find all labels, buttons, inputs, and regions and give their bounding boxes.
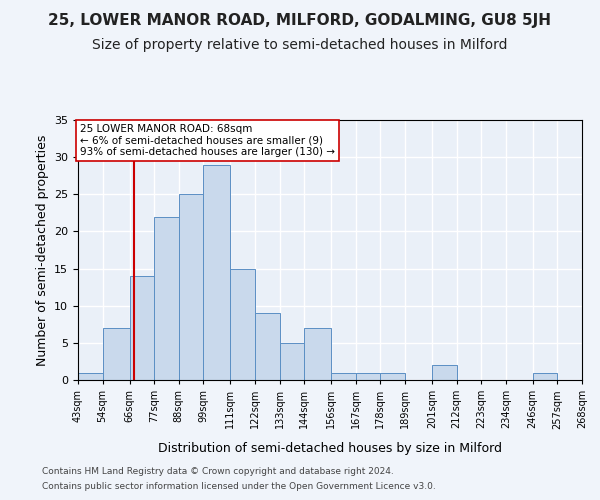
- X-axis label: Distribution of semi-detached houses by size in Milford: Distribution of semi-detached houses by …: [158, 442, 502, 456]
- Text: 25 LOWER MANOR ROAD: 68sqm
← 6% of semi-detached houses are smaller (9)
93% of s: 25 LOWER MANOR ROAD: 68sqm ← 6% of semi-…: [80, 124, 335, 157]
- Bar: [331, 372, 356, 380]
- Bar: [130, 276, 154, 380]
- Bar: [255, 313, 280, 380]
- Bar: [280, 343, 304, 380]
- Bar: [103, 328, 130, 380]
- Bar: [304, 328, 331, 380]
- Y-axis label: Number of semi-detached properties: Number of semi-detached properties: [35, 134, 49, 366]
- Bar: [533, 372, 557, 380]
- Text: Size of property relative to semi-detached houses in Milford: Size of property relative to semi-detach…: [92, 38, 508, 52]
- Bar: [203, 164, 230, 380]
- Bar: [432, 365, 457, 380]
- Text: 25, LOWER MANOR ROAD, MILFORD, GODALMING, GU8 5JH: 25, LOWER MANOR ROAD, MILFORD, GODALMING…: [49, 12, 551, 28]
- Bar: [380, 372, 405, 380]
- Bar: [356, 372, 380, 380]
- Bar: [154, 216, 179, 380]
- Bar: [78, 372, 103, 380]
- Bar: [230, 268, 255, 380]
- Text: Contains HM Land Registry data © Crown copyright and database right 2024.: Contains HM Land Registry data © Crown c…: [42, 467, 394, 476]
- Text: Contains public sector information licensed under the Open Government Licence v3: Contains public sector information licen…: [42, 482, 436, 491]
- Bar: [179, 194, 203, 380]
